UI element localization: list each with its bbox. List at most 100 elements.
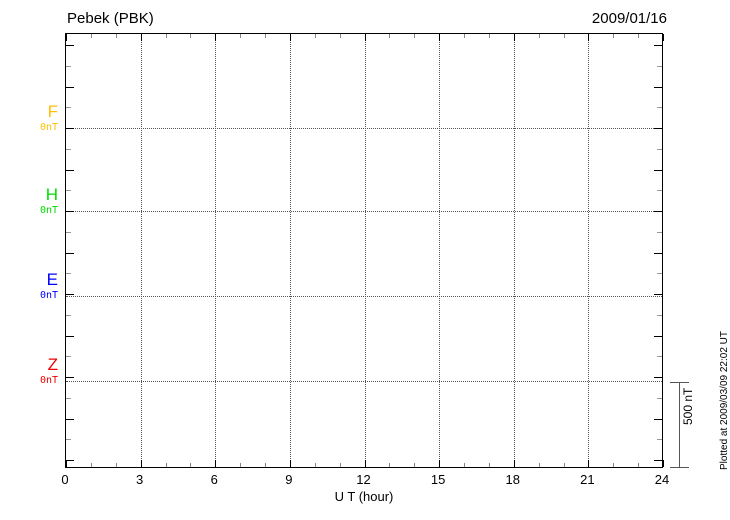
x-axis-major-tick [364,34,366,41]
page-title: Pebek (PBK) [67,10,154,27]
x-axis-major-tick [66,460,67,467]
y-axis-minor-tick [657,356,662,358]
x-axis-minor-tick [613,463,615,467]
y-axis-major-tick [66,169,74,171]
x-axis-minor-tick [240,463,242,467]
y-axis-minor-tick [66,148,71,150]
x-axis-major-tick [588,34,590,41]
x-axis-major-tick [439,460,441,467]
y-axis-major-tick [654,335,662,337]
x-axis-minor-tick [488,34,490,38]
y-axis-major-tick [654,45,662,46]
x-axis-minor-tick [165,463,167,467]
x-axis-minor-tick [464,34,465,38]
x-axis-major-tick [663,34,664,41]
x-axis-major-tick [215,460,217,467]
x-axis-minor-tick [165,34,167,38]
component-label-h: H 0nT [10,186,58,217]
y-axis-minor-tick [657,231,662,233]
scale-bar-cap-top [670,382,689,383]
x-axis-minor-tick [538,34,540,38]
x-axis-minor-tick [190,34,192,38]
y-axis-major-tick [66,377,74,378]
y-axis-major-tick [654,169,662,171]
y-axis-major-tick [66,45,74,46]
component-value-h: 0nT [39,205,58,216]
x-axis-minor-tick [90,34,92,38]
y-axis-major-tick [66,418,74,420]
component-letter-z: Z [47,355,58,374]
x-axis-minor-tick [638,463,640,467]
baseline-gridline-e [66,296,662,297]
y-axis-major-tick [66,460,74,461]
component-value-e: 0nT [39,290,58,301]
baseline-gridline-f [66,128,662,129]
component-letter-h: H [45,185,58,204]
x-axis-minor-tick [190,463,192,467]
y-axis-minor-tick [66,231,71,233]
x-axis-tick-label: 6 [210,472,218,487]
y-axis-major-tick [654,128,662,129]
x-axis-major-tick [439,34,441,41]
x-axis-major-tick [513,34,515,41]
vertical-gridline [289,34,291,467]
y-axis-minor-tick [66,190,71,192]
y-axis-major-tick [66,294,74,295]
y-axis-major-tick [66,335,74,337]
x-axis-minor-tick [265,463,266,467]
x-axis-minor-tick [90,463,92,467]
x-axis-minor-tick [240,34,242,38]
x-axis-major-tick [588,460,590,467]
y-axis-minor-tick [657,107,662,109]
y-axis-minor-tick [657,190,662,192]
vertical-gridline [439,34,441,467]
y-axis-minor-tick [657,439,662,441]
x-axis-minor-tick [265,34,266,38]
y-axis-minor-tick [657,65,662,67]
x-axis-minor-tick [613,34,615,38]
scale-bar [670,382,689,468]
plotted-at-timestamp: Plotted at 2009/03/09 22:02 UT [719,331,730,470]
y-axis-minor-tick [66,314,71,316]
plot-area [65,33,664,468]
component-letter-e: E [46,270,58,289]
component-label-f: F 0nT [10,103,58,134]
x-axis-major-tick [66,34,67,41]
component-value-f: 0nT [39,122,58,133]
x-axis-minor-tick [464,463,465,467]
x-axis-minor-tick [389,463,391,467]
x-axis-tick-label: 3 [136,472,144,487]
x-axis-minor-tick [339,34,341,38]
x-axis-minor-tick [488,463,490,467]
y-axis-minor-tick [657,314,662,316]
x-axis-major-tick [140,34,142,41]
y-axis-major-tick [654,211,662,212]
x-axis-major-tick [513,460,515,467]
x-axis-tick-label: 9 [285,472,293,487]
y-axis-major-tick [654,460,662,461]
scale-bar-label: 500 nT [681,387,695,425]
vertical-gridline [140,34,142,467]
x-axis-major-tick [289,34,291,41]
y-axis-minor-tick [657,397,662,399]
x-axis-major-tick [663,460,664,467]
x-axis-minor-tick [314,34,316,38]
x-axis-minor-tick [115,34,117,38]
observation-date: 2009/01/16 [591,10,667,27]
component-letter-f: F [47,102,58,121]
y-axis-major-tick [654,377,662,378]
x-axis-title: U T (hour) [334,489,394,504]
x-axis-minor-tick [339,463,341,467]
y-axis-minor-tick [66,273,71,275]
y-axis-minor-tick [66,439,71,441]
x-axis-minor-tick [389,34,391,38]
y-axis-major-tick [66,86,74,88]
y-axis-major-tick [654,294,662,295]
scale-bar-cap-bottom [670,467,689,468]
component-value-z: 0nT [39,375,58,386]
component-label-e: E 0nT [10,271,58,302]
baseline-gridline-z [66,381,662,382]
vertical-gridline [513,34,515,467]
y-axis-major-tick [654,418,662,420]
